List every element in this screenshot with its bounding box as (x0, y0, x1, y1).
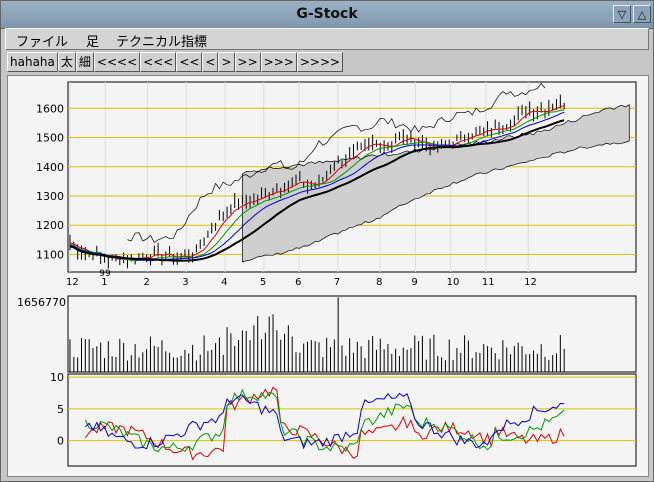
scroll-fwd3-button[interactable]: >>> (260, 52, 297, 72)
volume-max-label: 1656770 (17, 296, 66, 309)
scroll-fwd2-button[interactable]: >> (234, 52, 261, 72)
month-tick-label: 2 (144, 277, 150, 288)
menu-ashi[interactable]: 足 (86, 35, 100, 50)
price-tick-label: 1300 (36, 190, 64, 203)
scroll-back2-button[interactable]: << (176, 52, 203, 72)
thick-button[interactable]: 太 (57, 52, 76, 72)
month-tick-label: 4 (221, 277, 227, 288)
title-bar[interactable]: G-Stock ▽ △ (1, 1, 653, 29)
scroll-first-button[interactable]: <<<< (93, 52, 141, 72)
osc-tick-label: 0 (57, 435, 64, 448)
price-tick-label: 1100 (36, 248, 64, 261)
year-annotation: 99 (99, 269, 111, 279)
price-tick-label: 1200 (36, 219, 64, 232)
toolbar: hahaha 太 細 <<<< <<< << < > >> >>> >>>> (7, 52, 344, 72)
month-tick-label: 1 (101, 277, 107, 288)
ma-red-line (69, 105, 565, 261)
thin-button[interactable]: 細 (75, 52, 94, 72)
osc-blue-line (84, 392, 565, 450)
month-tick-label: 8 (376, 277, 382, 288)
chart-area[interactable]: 12 1 2 3 4 5 6 7 8 9 10 11 12 99 1600 1500 1400 1300 1200 1… (7, 75, 649, 477)
lagging-span-line (127, 82, 546, 243)
month-tick-label: 12 (66, 277, 79, 288)
month-tick-label: 12 (524, 277, 537, 288)
hahaha-button[interactable]: hahaha (7, 52, 58, 72)
scroll-back1-button[interactable]: < (202, 52, 219, 72)
scroll-last-button[interactable]: >>>> (296, 52, 344, 72)
price-tick-label: 1500 (36, 132, 64, 145)
menu-file[interactable]: ファイル (16, 35, 69, 50)
osc-tick-label: 10 (50, 371, 64, 384)
month-tick-label: 10 (447, 277, 460, 288)
month-tick-label: 6 (295, 277, 301, 288)
price-tick-label: 1600 (36, 102, 64, 115)
scroll-back3-button[interactable]: <<< (140, 52, 177, 72)
ma-black-line (69, 119, 565, 262)
month-tick-label: 7 (334, 277, 340, 288)
volume-panel (67, 295, 637, 373)
menu-technical[interactable]: テクニカル指標 (116, 35, 208, 50)
osc-green-line (84, 388, 565, 453)
month-tick-label: 9 (411, 277, 417, 288)
maximize-button[interactable]: △ (633, 5, 651, 23)
oscillator-panel (67, 373, 637, 467)
menu-bar: ファイル 足 テクニカル指標 (5, 28, 649, 50)
ma-blue-line (69, 111, 565, 262)
stock-chart-svg[interactable]: 12 1 2 3 4 5 6 7 8 9 10 11 1299160015001400130012001… (8, 76, 648, 476)
month-tick-label: 11 (482, 277, 495, 288)
month-tick-label: 3 (182, 277, 188, 288)
ichimoku-cloud (242, 104, 630, 263)
price-tick-label: 1400 (36, 161, 64, 174)
month-tick-label: 5 (260, 277, 266, 288)
scroll-fwd1-button[interactable]: > (218, 52, 235, 72)
osc-tick-label: 5 (57, 403, 64, 416)
minimize-button[interactable]: ▽ (613, 5, 631, 23)
window-title: G-Stock (296, 6, 358, 22)
